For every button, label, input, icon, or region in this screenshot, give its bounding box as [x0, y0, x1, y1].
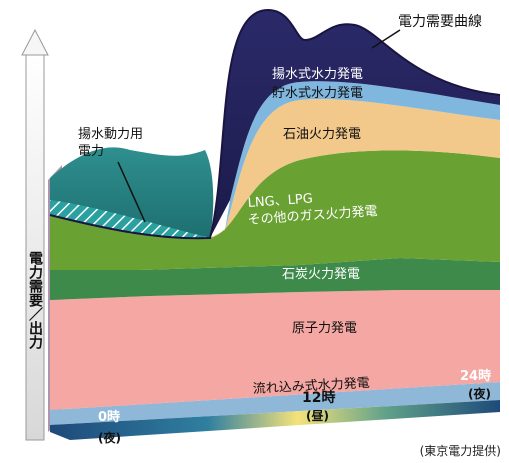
time-end-period: (夜) — [468, 386, 491, 401]
time-end-label: 24時 — [460, 368, 491, 384]
label-nuclear: 原子力発電 — [292, 321, 357, 336]
label-coal: 石炭火力発電 — [282, 267, 360, 282]
label-reservoir-hydro: 貯水式水力発電 — [272, 86, 363, 101]
time-start-label: 0時 — [98, 409, 120, 425]
label-pumped-storage: 揚水式水力発電 — [272, 66, 363, 82]
label-oil: 石油火力発電 — [283, 127, 361, 142]
y-axis-arrow — [22, 30, 48, 440]
pumping-label-line2: 電力 — [78, 144, 104, 159]
demand-curve-label: 電力需要曲線 — [398, 14, 482, 30]
time-mid-label: 12時 — [302, 389, 335, 406]
y-axis-label: 電力需要／出力 — [27, 250, 43, 350]
time-start-period: (夜) — [98, 430, 121, 445]
credit-text: (東京電力提供) — [420, 442, 501, 459]
pumping-label-line1: 揚水動力用 — [78, 126, 143, 142]
time-mid-period: (昼) — [306, 408, 329, 423]
